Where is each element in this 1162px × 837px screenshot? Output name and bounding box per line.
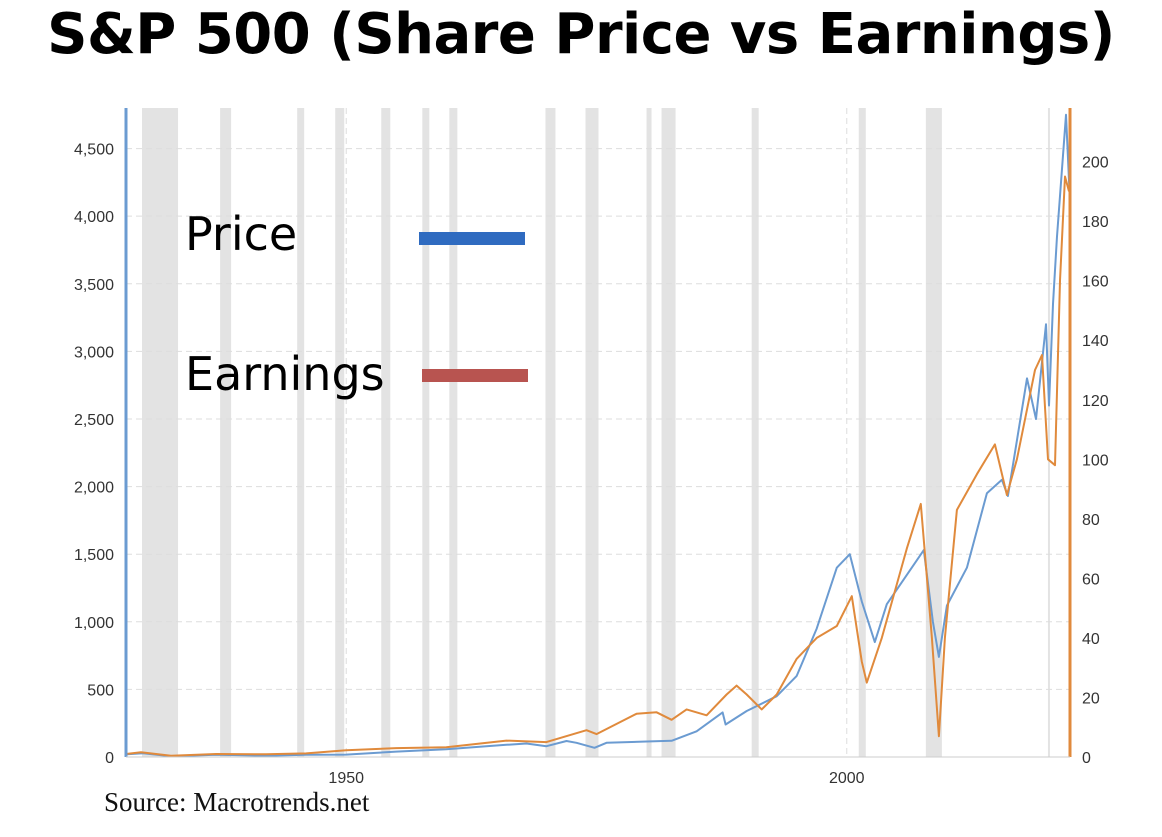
recession-band	[142, 108, 179, 757]
x-tick-label: 1950	[328, 770, 364, 787]
legend: Price Earnings	[185, 207, 528, 401]
y-right-tick-label: 100	[1082, 452, 1109, 469]
series-line-price	[125, 113, 1071, 758]
recession-band	[661, 108, 676, 757]
chart-title: S&P 500 (Share Price vs Earnings)	[47, 2, 1115, 67]
y-right-tick-label: 0	[1082, 750, 1091, 767]
y-right-tick-label: 180	[1082, 214, 1109, 231]
recession-band	[449, 108, 458, 757]
series-line-earnings	[125, 175, 1070, 757]
y-right-tick-label: 60	[1082, 571, 1100, 588]
y-right-tick-label: 160	[1082, 274, 1109, 291]
legend-label-earnings: Earnings	[185, 347, 385, 401]
y-left-tick-label: 3,500	[74, 277, 114, 294]
y-left-tick-label: 0	[105, 750, 114, 767]
y-right-tick-label: 20	[1082, 690, 1100, 707]
recession-band	[751, 108, 759, 757]
y-left-tick-label: 4,000	[74, 209, 114, 226]
y-left-tick-label: 500	[87, 682, 114, 699]
recession-band	[646, 108, 652, 757]
y-left-tick-label: 2,500	[74, 412, 114, 429]
y-left-tick-label: 1,500	[74, 547, 114, 564]
x-tick-label: 2000	[829, 770, 865, 787]
recession-band	[858, 108, 866, 757]
grid-lines	[126, 108, 1070, 757]
legend-label-price: Price	[185, 207, 297, 261]
recession-band	[585, 108, 599, 757]
legend-swatch-price	[419, 232, 525, 245]
y-right-tick-label: 120	[1082, 393, 1109, 410]
recession-bands	[142, 108, 1050, 757]
y-left-tick-label: 2,000	[74, 480, 114, 497]
recession-band	[545, 108, 556, 757]
source-note: Source: Macrotrends.net	[104, 787, 370, 817]
y-right-tick-label: 40	[1082, 631, 1100, 648]
y-left-tick-label: 3,000	[74, 344, 114, 361]
recession-band	[297, 108, 305, 757]
recession-band	[220, 108, 232, 757]
recession-band	[335, 108, 345, 757]
series-lines	[125, 113, 1071, 758]
axes: 0 500 1,000 1,500 2,000 2,500 3,000 3,500 4,000 4…	[74, 108, 1109, 787]
y-left-tick-label: 1,000	[74, 615, 114, 632]
legend-swatch-earnings	[422, 369, 528, 382]
y-right-tick-label: 200	[1082, 155, 1109, 172]
recession-band	[1047, 108, 1050, 757]
y-right-tick-label: 80	[1082, 512, 1100, 529]
y-left-tick-label: 4,500	[74, 142, 114, 159]
recession-band	[381, 108, 391, 757]
y-right-tick-label: 140	[1082, 333, 1109, 350]
recession-band	[422, 108, 430, 757]
